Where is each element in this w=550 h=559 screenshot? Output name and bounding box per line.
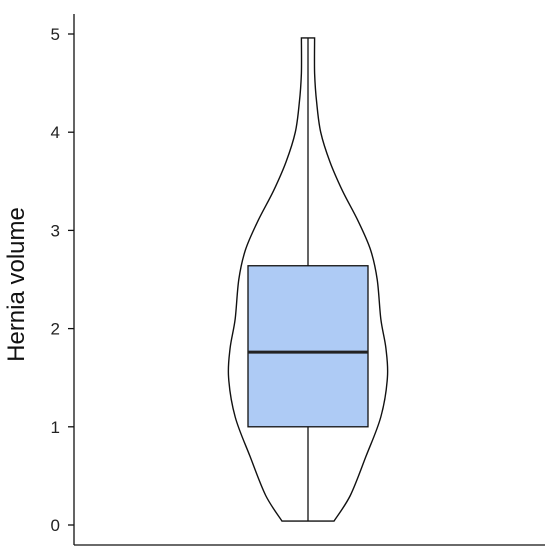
- violin-outline: [227, 37, 389, 522]
- y-tick-label: 1: [51, 418, 60, 437]
- y-axis-ticks: 0 1 2 3 4 5: [51, 25, 74, 535]
- y-tick-label: 4: [51, 123, 60, 142]
- y-tick-label: 3: [51, 221, 60, 240]
- y-tick-label: 2: [51, 320, 60, 339]
- iqr-box: [247, 265, 369, 428]
- y-tick-label: 5: [51, 25, 60, 44]
- y-axis-title: Hernia volume: [3, 207, 30, 362]
- y-tick-label: 0: [51, 516, 60, 535]
- plot-area: [227, 37, 389, 522]
